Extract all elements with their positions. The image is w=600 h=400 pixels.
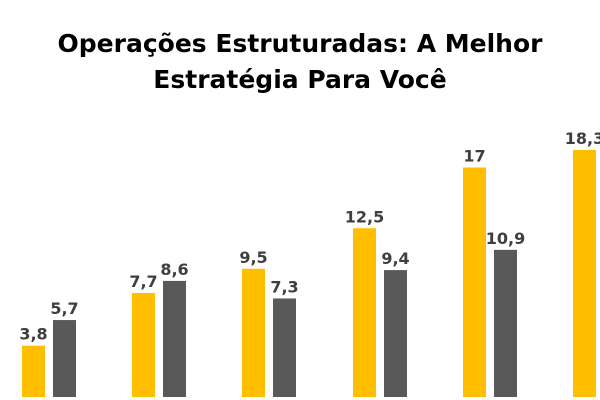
value-label-series-1-3: 9,5: [239, 248, 267, 267]
bar-series-2-3: [273, 298, 296, 397]
bar-series-1-3: [242, 268, 265, 397]
bar-series-1-5: [463, 167, 486, 397]
bar-series-2-2: [163, 280, 186, 397]
bar-series-1-2: [132, 293, 155, 397]
value-label-series-1-5: 17: [463, 147, 485, 166]
value-label-series-2-3: 7,3: [270, 277, 298, 296]
bar-series-2-4: [384, 270, 407, 397]
bar-series-1-1: [22, 345, 45, 397]
value-label-series-2-4: 9,4: [381, 249, 409, 268]
value-label-series-2-2: 8,6: [160, 260, 188, 279]
bar-series-2-5: [494, 249, 517, 397]
bar-series-1-6: [573, 149, 596, 397]
value-label-series-2-5: 10,9: [486, 229, 525, 248]
title-line-2: Estratégia Para Você: [153, 65, 447, 94]
value-label-series-2-1: 5,7: [50, 299, 78, 318]
value-label-series-1-6: 18,3: [565, 129, 600, 148]
value-label-series-1-4: 12,5: [345, 207, 384, 226]
bar-series-2-1: [53, 320, 76, 397]
title-line-1: Operações Estruturadas: A Melhor: [57, 29, 543, 58]
value-label-series-1-1: 3,8: [19, 325, 47, 344]
page-title: Operações Estruturadas: A Melhor Estraté…: [0, 26, 600, 98]
value-label-series-1-2: 7,7: [129, 272, 157, 291]
bar-series-1-4: [353, 228, 376, 397]
